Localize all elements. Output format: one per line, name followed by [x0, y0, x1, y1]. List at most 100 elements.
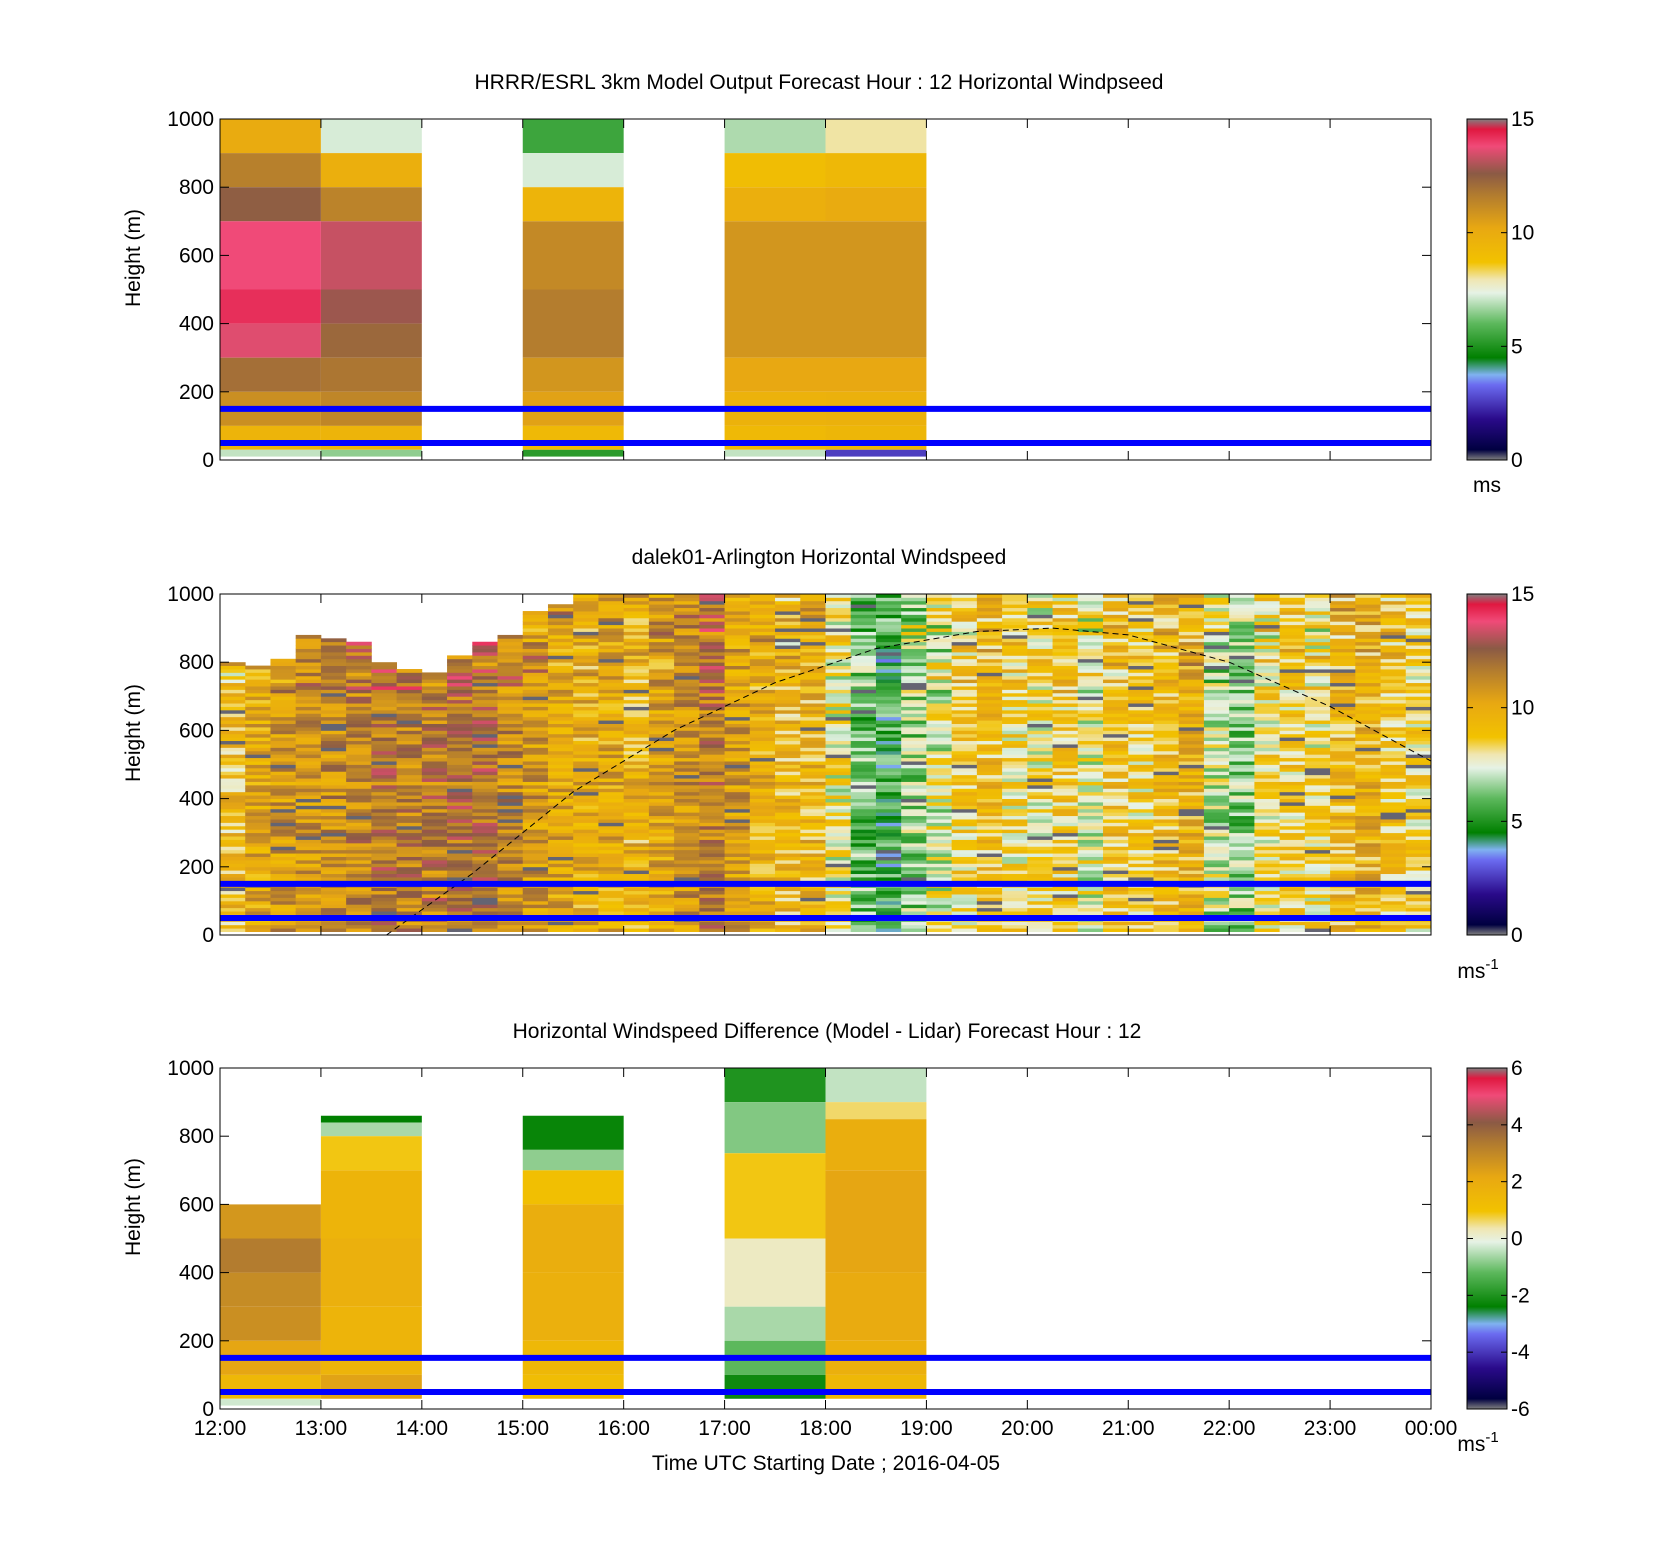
- heatmap-cell: [623, 907, 650, 912]
- heatmap-cell: [850, 689, 877, 694]
- heatmap-cell: [1405, 805, 1432, 810]
- heatmap-cell: [547, 781, 574, 786]
- heatmap-cell: [320, 662, 347, 667]
- heatmap-cell: [396, 740, 423, 745]
- heatmap-cell: [1330, 696, 1356, 701]
- heatmap-cell: [800, 767, 826, 772]
- heatmap-cell: [1279, 611, 1306, 615]
- heatmap-cell: [1355, 648, 1381, 653]
- heatmap-cell: [1153, 594, 1180, 598]
- heatmap-cell: [1178, 706, 1205, 711]
- heatmap-cell: [1355, 614, 1381, 619]
- heatmap-cell: [522, 877, 549, 881]
- heatmap-cell: [245, 842, 271, 847]
- heatmap-cell: [220, 689, 246, 694]
- heatmap-cell: [1279, 604, 1306, 609]
- heatmap-cell: [648, 631, 675, 636]
- heatmap-cell: [1380, 641, 1407, 646]
- heatmap-cell: [775, 658, 801, 663]
- heatmap-cell: [976, 723, 1003, 728]
- heatmap-cell: [775, 665, 801, 670]
- heatmap-cell: [598, 866, 625, 871]
- heatmap-cell: [1380, 829, 1407, 834]
- heatmap-cell: [825, 607, 852, 612]
- heatmap-cell: [1077, 631, 1104, 636]
- heatmap-cell: [396, 877, 423, 881]
- heatmap-cell: [522, 904, 549, 909]
- heatmap-cell: [598, 740, 625, 745]
- heatmap-cell: [648, 805, 675, 810]
- heatmap-cell: [976, 706, 1003, 711]
- heatmap-cell: [220, 692, 246, 697]
- heatmap-cell: [220, 866, 246, 871]
- heatmap-cell: [320, 703, 347, 707]
- heatmap-cell: [598, 672, 625, 677]
- heatmap-cell: [850, 924, 877, 929]
- heatmap-cell: [472, 651, 498, 656]
- heatmap-cell: [1279, 887, 1306, 892]
- heatmap-cell: [1405, 795, 1432, 799]
- heatmap-cell: [1077, 730, 1104, 735]
- heatmap-cell: [1178, 645, 1205, 649]
- heatmap-cell: [573, 703, 599, 707]
- heatmap-cell: [472, 812, 498, 817]
- heatmap-cell: [472, 795, 498, 799]
- heatmap-cell: [724, 866, 751, 871]
- heatmap-cell: [623, 866, 650, 871]
- heatmap-cell: [749, 894, 776, 898]
- heatmap-cell: [547, 798, 574, 803]
- heatmap-cell: [724, 703, 751, 707]
- heatmap-cell: [875, 730, 902, 735]
- heatmap-cell: [825, 672, 852, 677]
- heatmap-cell: [1178, 655, 1205, 660]
- heatmap-cell: [699, 822, 725, 827]
- heatmap-cell: [270, 887, 297, 892]
- heatmap-cell: [270, 849, 297, 854]
- heatmap-cell: [270, 897, 297, 902]
- heatmap-cell: [522, 873, 549, 878]
- heatmap-cell: [674, 614, 700, 619]
- heatmap-cell: [976, 651, 1003, 656]
- heatmap-cell: [295, 641, 322, 646]
- heatmap-cell: [825, 842, 852, 847]
- heatmap-cell: [1304, 791, 1331, 796]
- heatmap-cell: [850, 594, 877, 598]
- heatmap-cell: [875, 791, 902, 796]
- heatmap-cell: [245, 870, 271, 875]
- heatmap-cell: [951, 651, 978, 656]
- heatmap-cell: [1128, 611, 1154, 615]
- heatmap-cell: [1052, 825, 1079, 830]
- heatmap-cell: [295, 853, 322, 857]
- heatmap-cell: [1077, 870, 1104, 875]
- heatmap-cell: [371, 733, 398, 738]
- heatmap-cell: [648, 682, 675, 687]
- heatmap-cell: [1330, 887, 1356, 892]
- heatmap-cell: [1052, 645, 1079, 649]
- heatmap-cell: [699, 863, 725, 868]
- heatmap-cell: [1355, 689, 1381, 694]
- heatmap-cell: [1128, 716, 1154, 721]
- heatmap-cell: [371, 726, 398, 731]
- heatmap-cell: [1304, 853, 1331, 857]
- heatmap-cell: [1178, 877, 1205, 881]
- heatmap-cell: [1002, 890, 1028, 895]
- heatmap-cell: [573, 863, 599, 868]
- heatmap-cell: [1153, 716, 1180, 721]
- heatmap-cell: [1330, 665, 1356, 670]
- heatmap-cell: [850, 730, 877, 735]
- heatmap-cell: [1380, 713, 1407, 718]
- heatmap-cell: [220, 788, 246, 793]
- heatmap-cell: [749, 866, 776, 871]
- heatmap-cell: [749, 747, 776, 752]
- heatmap-cell: [547, 665, 574, 670]
- heatmap-cell: [1254, 808, 1281, 813]
- heatmap-cell: [1355, 655, 1381, 660]
- colorbar-unit-text: ms: [1473, 474, 1501, 497]
- heatmap-cell: [1203, 713, 1230, 718]
- heatmap-cell: [749, 802, 776, 806]
- heatmap-cell: [447, 761, 473, 765]
- heatmap-cell: [724, 594, 751, 598]
- y-tick-label: 200: [179, 381, 214, 404]
- heatmap-cell: [1405, 784, 1432, 789]
- heatmap-cell: [1330, 802, 1356, 806]
